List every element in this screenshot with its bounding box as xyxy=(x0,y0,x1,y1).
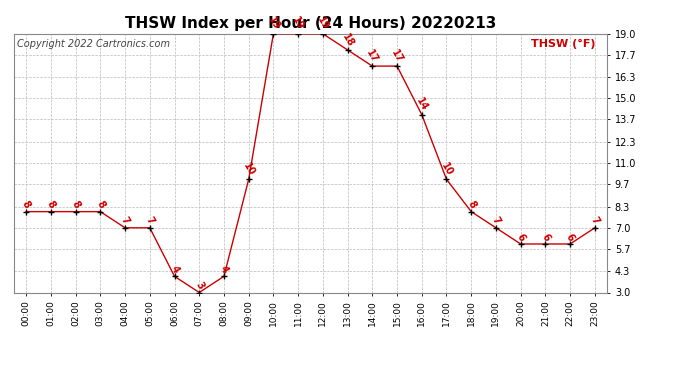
Text: 8: 8 xyxy=(70,199,81,210)
Text: 14: 14 xyxy=(414,96,429,113)
Text: THSW (°F): THSW (°F) xyxy=(531,39,595,49)
Text: 8: 8 xyxy=(95,199,106,210)
Text: 17: 17 xyxy=(364,48,380,64)
Text: 17: 17 xyxy=(389,48,405,64)
Text: 8: 8 xyxy=(465,199,477,210)
Text: 7: 7 xyxy=(144,215,156,226)
Text: 4: 4 xyxy=(218,264,230,275)
Text: 10: 10 xyxy=(439,161,454,178)
Text: 19: 19 xyxy=(315,15,331,32)
Text: 6: 6 xyxy=(564,231,576,242)
Text: 7: 7 xyxy=(490,215,502,226)
Title: THSW Index per Hour (24 Hours) 20220213: THSW Index per Hour (24 Hours) 20220213 xyxy=(125,16,496,31)
Text: Copyright 2022 Cartronics.com: Copyright 2022 Cartronics.com xyxy=(17,39,170,49)
Text: 6: 6 xyxy=(540,231,551,242)
Text: 8: 8 xyxy=(45,199,57,210)
Text: 4: 4 xyxy=(168,264,181,275)
Text: 3: 3 xyxy=(193,280,205,291)
Text: 10: 10 xyxy=(241,161,257,178)
Text: 7: 7 xyxy=(119,215,131,226)
Text: 19: 19 xyxy=(290,15,306,32)
Text: 6: 6 xyxy=(515,231,526,242)
Text: 8: 8 xyxy=(20,199,32,210)
Text: 7: 7 xyxy=(589,215,601,226)
Text: 18: 18 xyxy=(340,32,355,48)
Text: 19: 19 xyxy=(266,15,281,32)
